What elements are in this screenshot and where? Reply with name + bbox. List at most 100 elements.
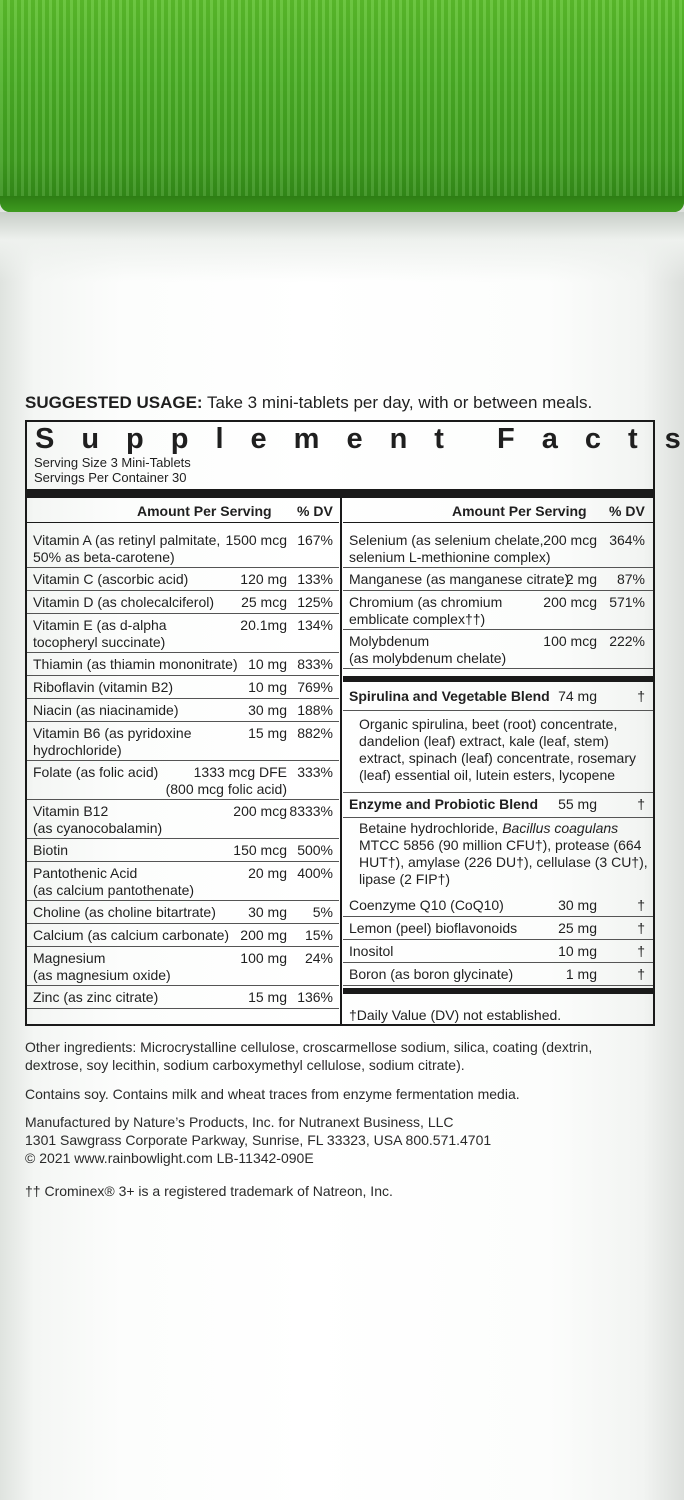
green-bottle-cap [0,0,684,212]
nutrient-dv: 769% [297,679,333,695]
nutrient-row: Coenzyme Q10 (CoQ10) 30 mg † [343,895,653,917]
thick-divider [27,489,653,498]
nutrient-amount: 25 mg [558,920,597,936]
nutrient-amount: 200 mcg [543,532,597,548]
nutrient-amount: 120 mg [240,571,287,587]
nutrient-dv: 167% [297,532,333,548]
nutrient-amount: 10 mg [248,679,287,695]
nutrient-amount: 30 mg [248,702,287,718]
nutrient-row: Molybdenum (as molybdenum chelate) 100 mcg… [343,631,653,669]
blend-desc-pre: Betaine hydrochloride, [359,820,503,836]
nutrient-dv: 364% [609,532,645,548]
nutrient-row: Thiamin (as thiamin mononitrate) 10 mg 833… [27,654,339,676]
nutrient-row: Vitamin E (as d-alpha tocopheryl succinat… [27,615,339,653]
ingredients-line: dextrose, soy lecithin, sodium carboxyme… [25,1057,465,1073]
ingredients-line: Other ingredients: Microcrystalline cell… [25,1039,593,1055]
nutrient-dv: † [637,943,645,959]
nutrient-row: Zinc (as zinc citrate) 15 mg 136% [27,987,339,1009]
nutrient-amount: 200 mg [240,927,287,943]
nutrient-amount: 15 mg [248,725,287,741]
header-dv-left: % DV [297,503,333,519]
nutrient-name: Manganese (as manganese citrate) [349,571,570,587]
blend-name: Enzyme and Probiotic Blend [349,796,539,812]
blend-desc-line: HUT†), amylase (226 DU†), cellulase (3 C… [359,854,648,870]
title-word-supplement: Supplement [35,423,471,455]
nutrient-amount: 100 mcg [543,633,597,649]
nutrient-name: Vitamin E (as d-alpha tocopheryl succinat… [33,617,167,650]
nutrient-name: Vitamin D (as cholecalciferol) [33,594,215,610]
nutrient-name: Riboflavin (vitamin B2) [33,679,174,695]
nutrient-dv: 400% [297,865,333,881]
bottle-shoulder [0,212,684,282]
nutrient-name: Lemon (peel) bioflavonoids [349,920,518,936]
supplement-facts-title: Supplement Facts [35,423,681,455]
blend-spirulina-row: Spirulina and Vegetable Blend 74 mg † [343,684,653,711]
nutrient-row: Chromium (as chromium emblicate complex††… [343,592,653,630]
nutrient-dv: 222% [609,633,645,649]
nutrient-row: Boron (as boron glycinate) 1 mg † [343,964,653,986]
nutrient-dv: 500% [297,842,333,858]
nutrient-dv: 833% [297,656,333,672]
nutrient-row: Inositol 10 mg † [343,941,653,963]
nutrient-dv: † [637,920,645,936]
blend-desc-line: MTCC 5856 (90 million CFU†), protease (6… [359,837,642,853]
nutrient-name: Vitamin C (ascorbic acid) [33,571,189,587]
nutrient-name: Calcium (as calcium carbonate) [33,927,230,943]
nutrient-dv: 136% [297,989,333,1005]
serving-size: Serving Size 3 Mini-Tablets [34,455,191,470]
nutrient-name: Molybdenum (as molybdenum chelate) [349,633,507,666]
column-divider [340,498,342,1024]
nutrient-row: Riboflavin (vitamin B2) 10 mg 769% [27,677,339,699]
blend-divider-bottom [343,988,653,994]
nutrient-amount: 200 mcg [233,803,287,819]
blend-desc-italic: Bacillus coagulans [502,820,619,836]
nutrient-name: Selenium (as selenium chelate, selenium L… [349,532,551,565]
nutrient-dv: 5% [312,904,333,920]
manufacturer-info: Manufactured by Nature’s Products, Inc. … [25,1113,491,1167]
copyright-line: © 2021 www.rainbowlight.com LB-11342-090… [25,1150,314,1166]
header-rule-right [343,522,653,523]
nutrient-row: Vitamin C (ascorbic acid) 120 mg 133% [27,569,339,591]
nutrient-dv: 24% [304,950,333,966]
nutrient-dv: 571% [609,594,645,610]
blend-dv: † [637,796,645,812]
daily-value-note: †Daily Value (DV) not established. [349,1007,562,1023]
blend-enzyme-description: Betaine hydrochloride, Bacillus coagulan… [359,820,649,888]
nutrient-row: Vitamin D (as cholecalciferol) 25 mcg 125% [27,592,339,614]
nutrient-amount: 20 mg [248,865,287,881]
supplement-facts-panel: Supplement Facts Serving Size 3 Mini-Tab… [25,420,681,1026]
nutrient-name: Vitamin B12 (as cyanocobalamin) [33,803,163,836]
nutrient-name: Folate (as folic acid) [33,764,159,780]
blend-dv: † [637,688,645,704]
nutrient-name: Vitamin B6 (as pyridoxine hydrochloride) [33,725,192,758]
blend-desc-line: Organic spirulina, beet (root) concentra… [359,716,618,732]
nutrient-amount: 200 mcg [543,594,597,610]
blend-desc-line: dandelion (leaf) extract, kale (leaf, st… [359,733,609,749]
other-ingredients: Other ingredients: Microcrystalline cell… [25,1038,592,1074]
cap-ridges [0,0,684,200]
header-rule-left [27,522,339,523]
usage-label: SUGGESTED USAGE: [25,393,203,412]
nutrient-dv: 188% [297,702,333,718]
nutrient-dv: † [637,897,645,913]
nutrient-name: Zinc (as zinc citrate) [33,989,159,1005]
nutrient-row: Niacin (as niacinamide) 30 mg 188% [27,700,339,722]
nutrient-amount: 10 mg [558,943,597,959]
nutrient-row: Biotin 150 mcg 500% [27,840,339,862]
nutrient-name: Thiamin (as thiamin mononitrate) [33,656,238,672]
nutrient-row: Calcium (as calcium carbonate) 200 mg 15% [27,925,339,947]
nutrient-name: Niacin (as niacinamide) [33,702,179,718]
header-amount-right: Amount Per Serving [452,503,587,519]
suggested-usage: SUGGESTED USAGE: Take 3 mini-tablets per… [25,393,592,413]
nutrient-dv: 87% [616,571,645,587]
nutrient-amount: 15 mg [248,989,287,1005]
nutrient-name: Biotin [33,842,69,858]
serving-info: Serving Size 3 Mini-Tablets Servings Per… [34,455,191,485]
nutrient-row: Choline (as choline bitartrate) 30 mg 5% [27,902,339,924]
nutrient-amount: 1333 mcg DFE (800 mcg folic acid) [165,764,287,797]
nutrient-dv: † [637,966,645,982]
nutrient-name: Vitamin A (as retinyl palmitate, 50% as b… [33,532,221,565]
nutrient-name: Coenzyme Q10 (CoQ10) [349,897,504,913]
nutrient-name: Inositol [349,943,394,959]
blend-divider-1 [343,676,653,682]
